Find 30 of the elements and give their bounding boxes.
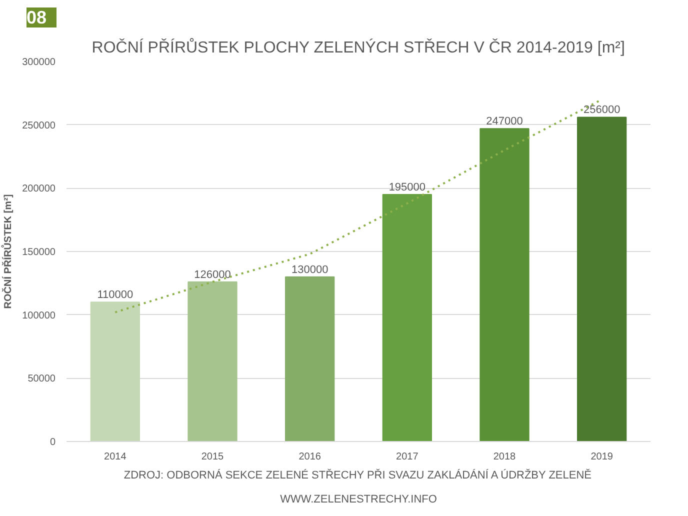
x-tick-label: 2018 [493, 452, 516, 462]
x-tick-label: 2019 [590, 452, 614, 462]
x-tick-label: 2015 [201, 452, 224, 462]
data-label: 247000 [486, 116, 523, 128]
chart-title: ROČNÍ PŘÍRŮSTEK PLOCHY ZELENÝCH STŘECH V ČR 2014-2019 [m²] [92, 38, 625, 56]
x-tick-label: 2014 [104, 452, 127, 462]
bar [90, 302, 140, 442]
y-tick-label: 0 [50, 437, 56, 448]
y-tick-label: 300000 [22, 57, 56, 68]
text: 08 [26, 8, 47, 28]
x-tick-label: 2017 [396, 452, 419, 462]
data-label: 130000 [291, 264, 328, 276]
bar [577, 116, 627, 442]
bar [285, 276, 335, 442]
y-tick-label: 50000 [28, 374, 56, 385]
data-label: 256000 [583, 104, 620, 116]
text: ZDROJ: ODBORNÁ SEKCE ZELENÉ STŘECHY PŘI SVAZU ZAKLÁDÁNÍ A ÚDRŽBY ZELENĚ [124, 468, 592, 482]
x-tick-label: 2016 [298, 452, 322, 462]
data-label: 126000 [194, 268, 231, 281]
y-tick-label: 200000 [22, 184, 56, 195]
bar [188, 281, 238, 442]
y-tick-label: 150000 [22, 247, 56, 258]
text: WWW.ZELENESTRECHY.INFO [280, 494, 438, 506]
y-axis-title: ROČNÍ PŘÍRŮSTEK [m²] [1, 194, 14, 309]
y-tick-label: 250000 [22, 120, 56, 132]
data-label: 110000 [97, 289, 134, 302]
bar [480, 128, 530, 442]
y-tick-label: 100000 [22, 310, 56, 322]
data-label: 195000 [388, 182, 426, 194]
bar [382, 194, 432, 442]
